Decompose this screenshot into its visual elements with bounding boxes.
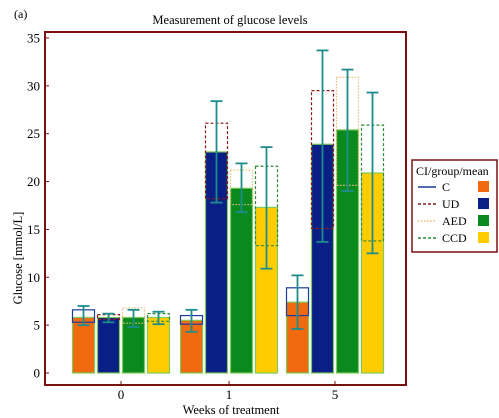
- series-c: [71, 274, 310, 374]
- plot-frame: [44, 31, 407, 386]
- legend-item-ccd: CCD: [418, 231, 489, 245]
- y-axis-label: Glucose [mmol/L]: [11, 212, 25, 305]
- x-tick-label-0: 0: [118, 387, 125, 402]
- legend-item-aed: AED: [418, 214, 489, 228]
- y-tick-label-20: 20: [27, 174, 40, 189]
- error-bar-c-5: [291, 274, 304, 330]
- legend-label: AED: [442, 214, 467, 228]
- bar-aed-1: [229, 187, 254, 374]
- x-axis: 0 1 5: [118, 381, 339, 402]
- series-ud: [96, 49, 335, 374]
- y-axis: 0 5 10 15 20 25 30 35: [27, 31, 49, 381]
- legend-swatch: [478, 181, 489, 192]
- error-bar-c-1: [185, 308, 198, 333]
- bar-ccd-0: [146, 316, 171, 374]
- bar-ud-0: [96, 316, 121, 374]
- x-tick-label-5: 5: [332, 387, 339, 402]
- y-tick-label-30: 30: [27, 78, 40, 93]
- error-bar-ud-1: [210, 100, 223, 204]
- error-bar-aed-5: [341, 68, 354, 193]
- y-tick-label-5: 5: [34, 318, 41, 333]
- error-bar-ud-0: [102, 312, 115, 324]
- legend-label: C: [442, 180, 450, 194]
- panel-label: (a): [14, 7, 27, 21]
- legend-label: UD: [442, 197, 460, 211]
- legend-title: CI/group/mean: [416, 164, 489, 178]
- plot-area: [44, 31, 407, 386]
- error-bar-ccd-5: [366, 91, 379, 255]
- error-bar-aed-0: [127, 308, 140, 328]
- chart-title: Measurement of glucose levels: [152, 13, 307, 27]
- x-axis-label: Weeks of treatment: [183, 403, 280, 417]
- y-tick-label-25: 25: [27, 126, 40, 141]
- y-tick-label-15: 15: [27, 222, 40, 237]
- error-bar-ud-5: [316, 49, 329, 243]
- y-tick-label-35: 35: [27, 31, 40, 46]
- error-bar-c-0: [77, 305, 90, 327]
- legend-swatch: [478, 215, 489, 226]
- x-tick-label-1: 1: [226, 387, 233, 402]
- y-tick-label-10: 10: [27, 270, 40, 285]
- error-bar-ccd-1: [260, 146, 273, 270]
- legend-swatch: [478, 198, 489, 209]
- legend-swatch: [478, 232, 489, 243]
- legend-item-c: C: [418, 180, 489, 194]
- error-bar-aed-1: [235, 162, 248, 214]
- series-ccd: [146, 91, 385, 374]
- y-tick-label-0: 0: [34, 366, 41, 381]
- legend-item-ud: UD: [418, 197, 489, 211]
- series-aed: [121, 68, 360, 374]
- legend: CI/group/mean C UD AED CCD: [411, 159, 498, 253]
- legend-label: CCD: [442, 231, 467, 245]
- error-bar-ccd-0: [152, 310, 165, 326]
